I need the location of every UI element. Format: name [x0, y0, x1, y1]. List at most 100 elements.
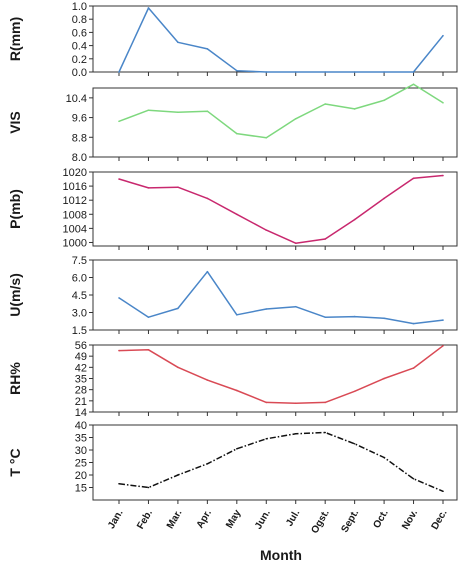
data-point	[265, 308, 268, 310]
y-tick-label: 0.2	[72, 54, 87, 66]
data-point	[324, 316, 326, 318]
data-point	[236, 213, 238, 216]
series-line	[118, 83, 444, 139]
data-point	[412, 83, 415, 86]
panel-frame	[92, 5, 458, 73]
y-tick-label: 1008	[63, 209, 87, 221]
y-axis-label: U(m/s)	[7, 273, 23, 317]
y-tick-label: 10.4	[66, 93, 87, 105]
data-point	[265, 229, 268, 231]
data-point	[206, 270, 209, 273]
y-axis-label: RH%	[7, 362, 23, 395]
y-axis-label: P(mb)	[7, 189, 23, 229]
y-tick-label: 6.0	[72, 273, 87, 285]
data-point	[118, 178, 120, 180]
series-line	[118, 174, 444, 244]
x-tick-label: Apr.	[195, 508, 214, 531]
y-tick-label: 8.0	[72, 152, 87, 164]
y-tick-label: 0.6	[72, 27, 87, 39]
y-tick-label: 1.0	[72, 1, 87, 13]
panel-frame	[92, 424, 458, 501]
data-point	[412, 71, 415, 73]
y-axis-label: T °C	[7, 448, 23, 476]
y-tick-label: 35	[75, 433, 87, 445]
x-tick-label: Jul.	[284, 508, 302, 529]
y-tick-label: 1000	[63, 237, 87, 249]
x-tick-label: Oct.	[371, 508, 390, 531]
panel-frame	[92, 87, 458, 158]
x-tick-label: Sept.	[339, 508, 361, 535]
data-point	[412, 177, 415, 180]
data-point	[118, 120, 120, 123]
data-point	[294, 432, 297, 435]
y-tick-label: 40	[75, 420, 87, 432]
y-tick-label: 0.4	[72, 41, 87, 53]
y-tick-label: 7.5	[72, 255, 87, 267]
y-tick-label: 49	[75, 351, 87, 363]
y-tick-label: 56	[75, 340, 87, 352]
data-point	[442, 319, 444, 321]
data-point	[177, 366, 179, 369]
y-axis-label: VIS	[7, 111, 23, 134]
y-tick-label: 21	[75, 396, 87, 408]
data-point	[294, 118, 297, 120]
data-point	[412, 477, 415, 480]
y-tick-label: 3.0	[72, 308, 87, 320]
y-tick-label: 14	[75, 407, 87, 419]
x-tick-label: Feb.	[135, 508, 155, 531]
data-point	[177, 111, 179, 113]
data-point	[412, 367, 415, 369]
data-point	[236, 314, 238, 316]
series-line	[118, 431, 444, 492]
data-point	[324, 431, 326, 434]
y-tick-label: 28	[75, 385, 87, 397]
x-tick-label: Jun.	[253, 508, 273, 531]
data-point	[383, 317, 385, 320]
series-line	[118, 7, 444, 73]
data-point	[177, 186, 179, 188]
data-point	[147, 486, 150, 489]
data-point	[206, 379, 209, 381]
data-point	[353, 71, 356, 73]
data-point	[353, 218, 356, 221]
data-point	[442, 344, 444, 347]
y-tick-label: 9.6	[72, 113, 87, 125]
data-point	[353, 442, 356, 445]
data-point	[147, 109, 150, 111]
data-point	[383, 197, 385, 200]
data-point	[206, 110, 209, 112]
data-point	[442, 34, 444, 37]
data-point	[177, 41, 179, 44]
data-point	[324, 401, 326, 404]
data-point	[236, 132, 238, 135]
data-point	[118, 297, 120, 299]
data-point	[324, 103, 326, 105]
panel-0: 0.00.20.4 0.60.81.0 R(mm)	[7, 1, 458, 79]
data-point	[265, 401, 268, 404]
x-tick-label: Dec.	[430, 508, 450, 532]
data-point	[206, 48, 209, 50]
data-point	[294, 402, 297, 405]
data-point	[118, 482, 120, 485]
data-point	[442, 101, 444, 104]
data-point	[147, 7, 150, 9]
data-point	[383, 377, 385, 380]
data-point	[265, 437, 268, 440]
data-point	[177, 474, 179, 476]
data-point	[265, 136, 268, 139]
y-axis-label: R(mm)	[7, 17, 23, 61]
y-tick-label: 15	[75, 483, 87, 495]
y-tick-label: 1.5	[72, 325, 87, 337]
series-line	[118, 270, 444, 325]
data-point	[353, 315, 356, 318]
data-point	[294, 242, 297, 244]
data-point	[118, 349, 120, 352]
y-tick-label: 20	[75, 470, 87, 482]
y-tick-label: 35	[75, 374, 87, 386]
data-point	[442, 490, 444, 493]
y-tick-label: 0.8	[72, 14, 87, 26]
data-point	[353, 390, 356, 393]
